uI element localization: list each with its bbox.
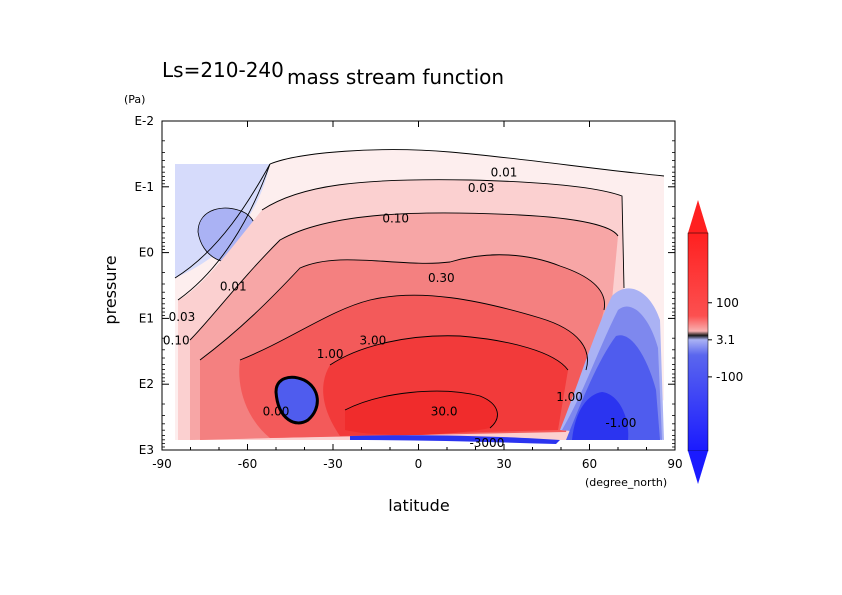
x-tick-label: 0: [415, 457, 423, 471]
contour-line-0.03: [261, 179, 625, 289]
x-axis-label: latitude: [388, 496, 449, 515]
contour-label: 1.00: [317, 347, 344, 361]
contour-line-boundary: [174, 163, 271, 279]
colorbar-body: [687, 232, 709, 452]
colorbar-tick-label: 100: [716, 296, 739, 310]
contour-line-0.10: [189, 212, 619, 341]
contour-label: 0.00: [263, 405, 290, 419]
stream-function-field: [174, 149, 665, 450]
contour-label: 3.00: [360, 334, 387, 348]
chart-title: mass stream function: [287, 65, 504, 89]
contour-line-1.00: [239, 294, 588, 371]
colorbar-top-arrow: [688, 200, 708, 233]
x-tick-label: -90: [152, 457, 172, 471]
colorbar-ticks: 100 3.1 -100: [708, 296, 743, 384]
y-tick-label: E-2: [134, 114, 154, 128]
contour-label: -1.00: [605, 416, 636, 430]
colorbar-bottom-arrow: [688, 451, 708, 484]
contour-lines: [174, 149, 665, 429]
contour-label: 0.30: [428, 271, 455, 285]
near-surface-negative-strip: [350, 435, 560, 444]
contour-labels: 0.010.030.100.300.010.030.101.003.0030.0…: [163, 166, 636, 450]
y-unit-label: (Pa): [124, 93, 145, 106]
y-tick-label: E-1: [134, 180, 154, 194]
contour-fill-neg-northern-4: [572, 392, 629, 440]
x-tick-label: -30: [323, 457, 343, 471]
x-axis: -90 -60 -30 0 30 60 90: [152, 121, 683, 471]
contour-fill-neg-southern-cell: [274, 375, 319, 425]
contour-label: 1.00: [556, 390, 583, 404]
contour-line-30.0: [344, 390, 498, 429]
colorbar-tick-label: -100: [716, 370, 743, 384]
contour-line-3.00: [329, 335, 569, 371]
contour-label: 0.01: [220, 280, 247, 294]
x-tick-label: 60: [582, 457, 597, 471]
y-tick-label: E1: [139, 311, 154, 325]
contour-label: 30.0: [431, 405, 458, 419]
y-tick-label: E2: [139, 377, 154, 391]
x-tick-label: -60: [238, 457, 258, 471]
contour-label: 0.10: [163, 334, 190, 348]
x-unit-label: (degree_north): [585, 476, 667, 489]
contour-line-0.30: [199, 254, 605, 361]
x-tick-label: 30: [496, 457, 511, 471]
contour-line-0.01-west: [177, 163, 271, 301]
y-tick-label: E3: [139, 443, 154, 457]
contour-label: 0.03: [169, 310, 196, 324]
contour-line-0.01: [269, 149, 665, 177]
y-axis-label: pressure: [101, 255, 120, 324]
contour-label: 0.01: [491, 166, 518, 180]
y-axis: E-2 E-1 E0 E1 E2 E3: [134, 114, 675, 457]
contour-label: 0.03: [468, 181, 495, 195]
colorbar-tick-label: 3.1: [716, 333, 735, 347]
period-label: Ls=210-240: [162, 58, 284, 82]
contour-label: -3000: [469, 436, 504, 450]
contour-fill-pos-30.0: [345, 391, 498, 436]
x-tick-label: 90: [667, 457, 682, 471]
colorbar: 100 3.1 -100: [687, 200, 743, 484]
contour-label: 0.10: [382, 212, 409, 226]
y-tick-label: E0: [139, 246, 154, 260]
